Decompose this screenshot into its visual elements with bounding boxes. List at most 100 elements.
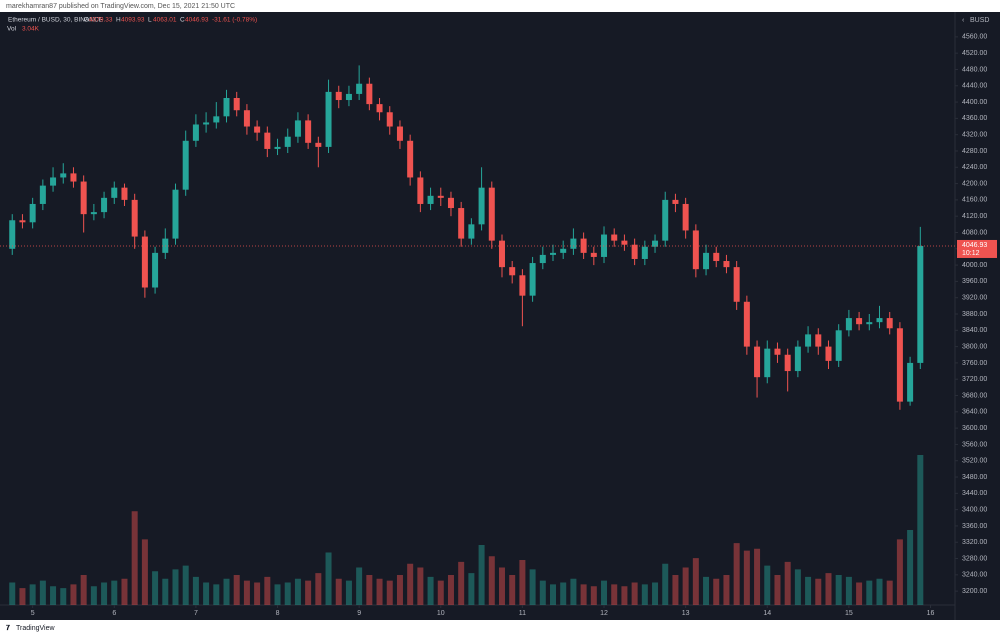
- x-tick-label: 7: [194, 610, 198, 617]
- x-tick-label: 16: [927, 610, 935, 617]
- candle-body: [243, 110, 250, 127]
- volume-bar: [101, 582, 108, 605]
- volume-bar: [264, 576, 271, 605]
- candle-body: [90, 212, 97, 215]
- volume-bar: [60, 588, 67, 605]
- candle-body: [509, 267, 516, 276]
- candle-body: [345, 93, 352, 101]
- volume-bar: [417, 567, 424, 605]
- candle-body: [254, 126, 261, 133]
- candle-body: [141, 236, 148, 288]
- volume-bar: [498, 567, 505, 605]
- volume-bar: [754, 548, 761, 605]
- legend-ohlc-value: 4079.33: [89, 17, 113, 24]
- candle-body: [172, 189, 179, 239]
- volume-bar: [9, 582, 16, 605]
- candle-body: [723, 261, 730, 268]
- volume-bar: [111, 580, 118, 605]
- volume-bar: [386, 580, 393, 605]
- candle-body: [498, 240, 505, 268]
- candle-body: [815, 334, 822, 347]
- candle-body: [121, 187, 128, 200]
- legend-symbol: Ethereum / BUSD, 30, BINANCE: [8, 17, 104, 24]
- candle-body: [111, 187, 118, 198]
- volume-bar: [672, 575, 679, 605]
- candle-body: [631, 244, 638, 259]
- candle-body: [305, 120, 312, 143]
- volume-bar: [458, 561, 465, 605]
- y-tick-label: 3320.00: [962, 539, 987, 546]
- volume-bar: [447, 575, 454, 605]
- volume-bar: [39, 580, 46, 605]
- candle-body: [539, 254, 546, 264]
- volume-bar: [784, 561, 791, 605]
- y-tick-label: 3360.00: [962, 523, 987, 530]
- candle-body: [29, 203, 36, 223]
- candle-body: [80, 181, 87, 215]
- volume-bar: [733, 543, 740, 605]
- volume-bar: [509, 575, 516, 605]
- y-tick-label: 3200.00: [962, 588, 987, 595]
- legend-ohlc-letter: H: [116, 17, 121, 24]
- legend-volume: 3.04K: [22, 26, 40, 33]
- volume-bar: [723, 575, 730, 605]
- candle-body: [672, 199, 679, 204]
- volume-bar: [488, 556, 495, 605]
- volume-bar: [917, 455, 924, 605]
- volume-bar: [50, 586, 57, 605]
- y-tick-label: 4360.00: [962, 115, 987, 122]
- header-text: marekhamran87 published on TradingView.c…: [6, 3, 235, 10]
- candle-body: [856, 318, 863, 325]
- x-tick-label: 9: [357, 610, 361, 617]
- volume-bar: [580, 584, 587, 605]
- volume-bar: [662, 563, 669, 605]
- volume-bar: [203, 582, 210, 605]
- footer-logo: 𝟕: [6, 624, 10, 632]
- candle-body: [192, 124, 199, 141]
- volume-bar: [325, 552, 332, 605]
- y-tick-label: 3600.00: [962, 425, 987, 432]
- candle-body: [396, 126, 403, 141]
- currency-caret: ‹: [962, 17, 965, 24]
- candle-body: [19, 220, 26, 223]
- volume-bar: [886, 580, 893, 605]
- currency-selector[interactable]: BUSD: [970, 17, 989, 24]
- volume-bar: [590, 586, 597, 605]
- candle-body: [152, 252, 159, 288]
- candle-body: [447, 197, 454, 209]
- candle-body: [519, 275, 526, 296]
- y-tick-label: 3960.00: [962, 278, 987, 285]
- x-tick-label: 6: [112, 610, 116, 617]
- legend-ohlc-value: 4063.01: [153, 17, 177, 24]
- volume-bar: [805, 576, 812, 605]
- candle-body: [417, 177, 424, 204]
- candle-body: [713, 252, 720, 262]
- y-tick-label: 4160.00: [962, 197, 987, 204]
- volume-bar: [856, 582, 863, 605]
- volume-bar: [29, 584, 36, 605]
- last-price-label: 4046.93: [962, 242, 987, 249]
- y-tick-label: 4240.00: [962, 164, 987, 171]
- x-tick-label: 15: [845, 610, 853, 617]
- candle-body: [407, 140, 414, 178]
- volume-bar: [376, 578, 383, 605]
- y-tick-label: 4520.00: [962, 50, 987, 57]
- volume-bar: [550, 584, 557, 605]
- volume-bar: [172, 569, 179, 605]
- candle-body: [437, 195, 444, 198]
- footer-brand: TradingView: [16, 625, 55, 632]
- legend-ohlc-letter: L: [148, 17, 152, 24]
- legend: Ethereum / BUSD, 30, BINANCE Vol 3.04K O…: [7, 17, 257, 33]
- y-tick-label: 4200.00: [962, 180, 987, 187]
- candle-body: [733, 267, 740, 302]
- volume-bar: [774, 575, 781, 605]
- candle-body: [284, 136, 291, 147]
- volume-bar: [284, 582, 291, 605]
- candle-body: [703, 252, 710, 270]
- candle-body: [917, 245, 924, 363]
- x-tick-label: 10: [437, 610, 445, 617]
- candle-body: [590, 252, 597, 257]
- candle-body: [131, 199, 138, 237]
- y-tick-label: 3520.00: [962, 458, 987, 465]
